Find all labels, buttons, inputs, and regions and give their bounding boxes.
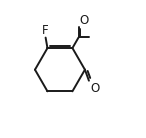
Text: F: F — [42, 24, 48, 37]
Text: O: O — [79, 14, 88, 26]
Text: O: O — [90, 82, 99, 95]
